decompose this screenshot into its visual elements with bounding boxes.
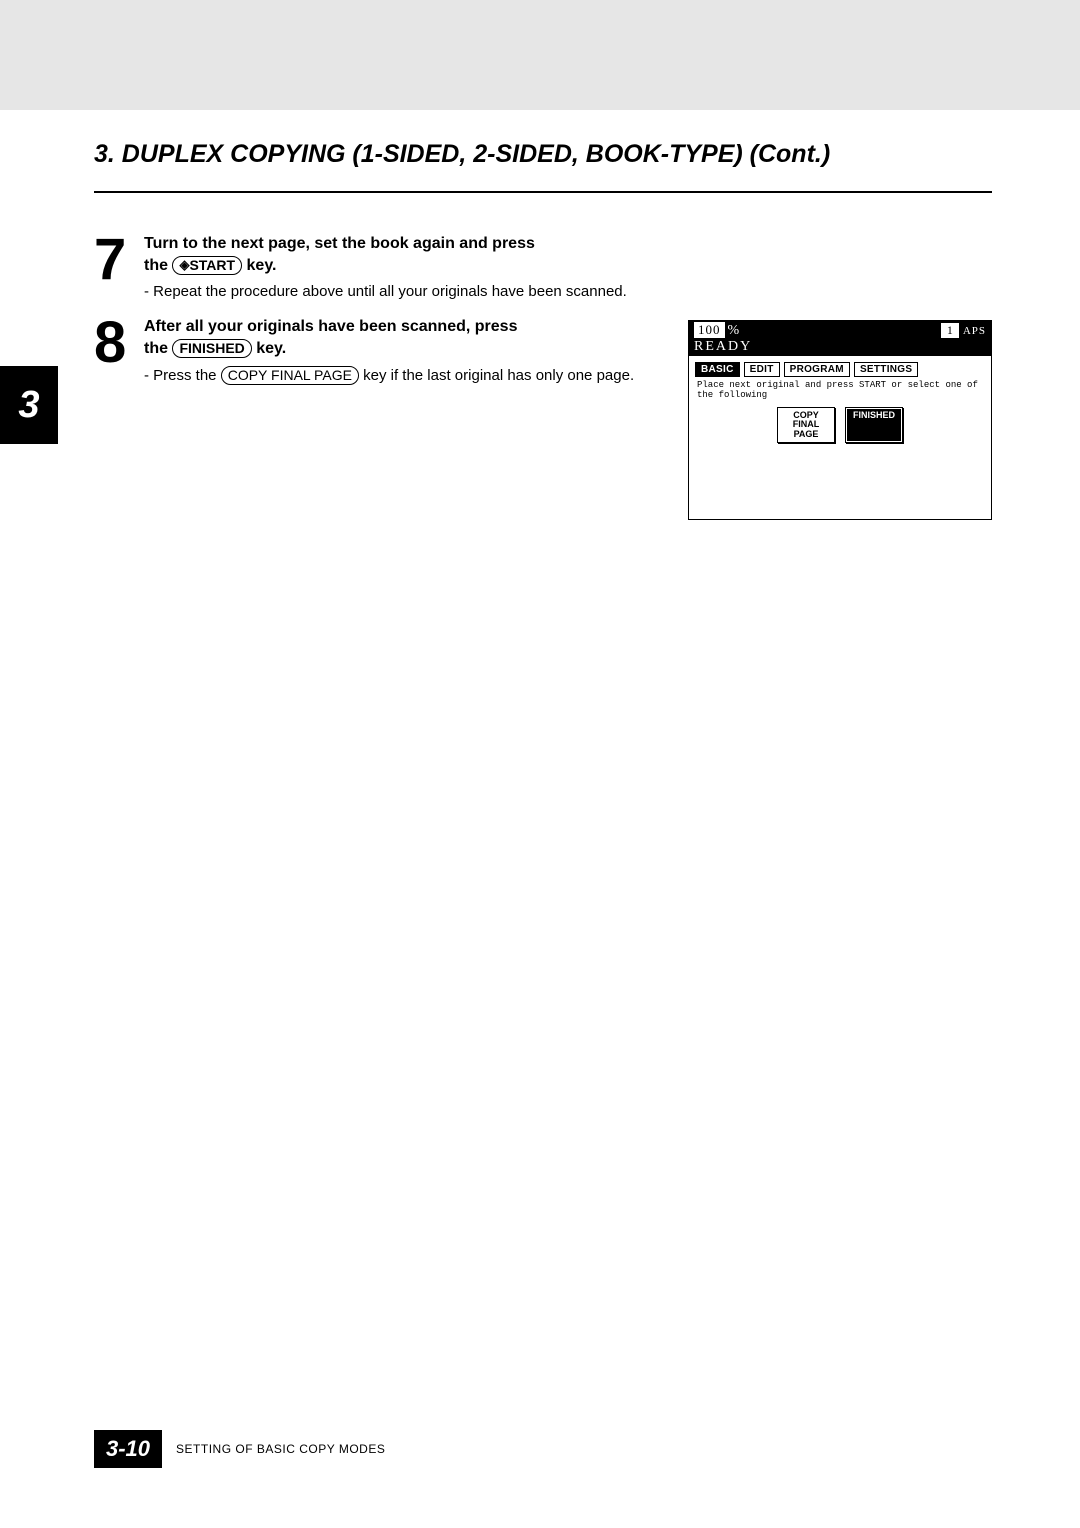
step-text: After all your originals have been scann… [144,316,760,359]
tab-edit[interactable]: EDIT [744,362,780,377]
step-number: 7 [94,233,144,302]
text: After all your originals have been scann… [144,318,517,335]
copy-count: 1 [941,323,959,338]
page-footer: 3-10 SETTING OF BASIC COPY MODES [94,1430,385,1468]
copier-message: Place next original and press START or s… [697,381,985,401]
copier-body: BASIC EDIT PROGRAM SETTINGS Place next o… [688,356,992,520]
copier-tabs: BASIC EDIT PROGRAM SETTINGS [695,362,985,377]
aps-label: APS [963,325,986,337]
copier-buttons: COPYFINALPAGE FINISHED [695,407,985,443]
tab-settings[interactable]: SETTINGS [854,362,918,377]
key-label: START [189,257,235,273]
top-band [0,0,1080,110]
page-number: 3-10 [94,1430,162,1468]
text: key. [252,340,286,357]
page-heading: 3. DUPLEX COPYING (1-SIDED, 2-SIDED, BOO… [0,110,1080,169]
step-text: Turn to the next page, set the book agai… [144,233,760,276]
text: key. [242,257,276,274]
step-body: Turn to the next page, set the book agai… [144,233,1080,302]
step-sub: - Press the COPY FINAL PAGE key if the l… [144,366,760,386]
status-ready: READY [694,339,986,355]
text: key if the last original has only one pa… [359,367,634,384]
key-label: COPY FINAL PAGE [228,367,352,383]
step-7: 7 Turn to the next page, set the book ag… [94,233,1080,302]
copier-status-bar: 100 % 1 APS READY [688,320,992,356]
percent-sign: % [728,323,740,339]
text: - Press the [144,367,221,384]
finished-key: FINISHED [172,339,251,358]
tab-program[interactable]: PROGRAM [784,362,850,377]
text: the [144,257,172,274]
section-label: SETTING OF BASIC COPY MODES [176,1442,385,1456]
text: the [144,340,172,357]
start-key: ◈START [172,256,242,275]
step-number: 8 [94,316,144,385]
copy-final-page-button[interactable]: COPYFINALPAGE [777,407,835,443]
finished-button[interactable]: FINISHED [845,407,903,443]
text: Turn to the next page, set the book agai… [144,235,535,252]
step-sub: - Repeat the procedure above until all y… [144,282,760,302]
tab-basic[interactable]: BASIC [695,362,740,377]
zoom-value: 100 [694,322,725,338]
copy-final-page-key: COPY FINAL PAGE [221,366,359,385]
copier-screen-illustration: 100 % 1 APS READY BASIC EDIT PROGRAM SET… [688,320,992,520]
key-label: FINISHED [179,340,244,356]
start-icon: ◈ [179,258,189,273]
status-line-1: 100 % 1 APS [694,322,986,339]
